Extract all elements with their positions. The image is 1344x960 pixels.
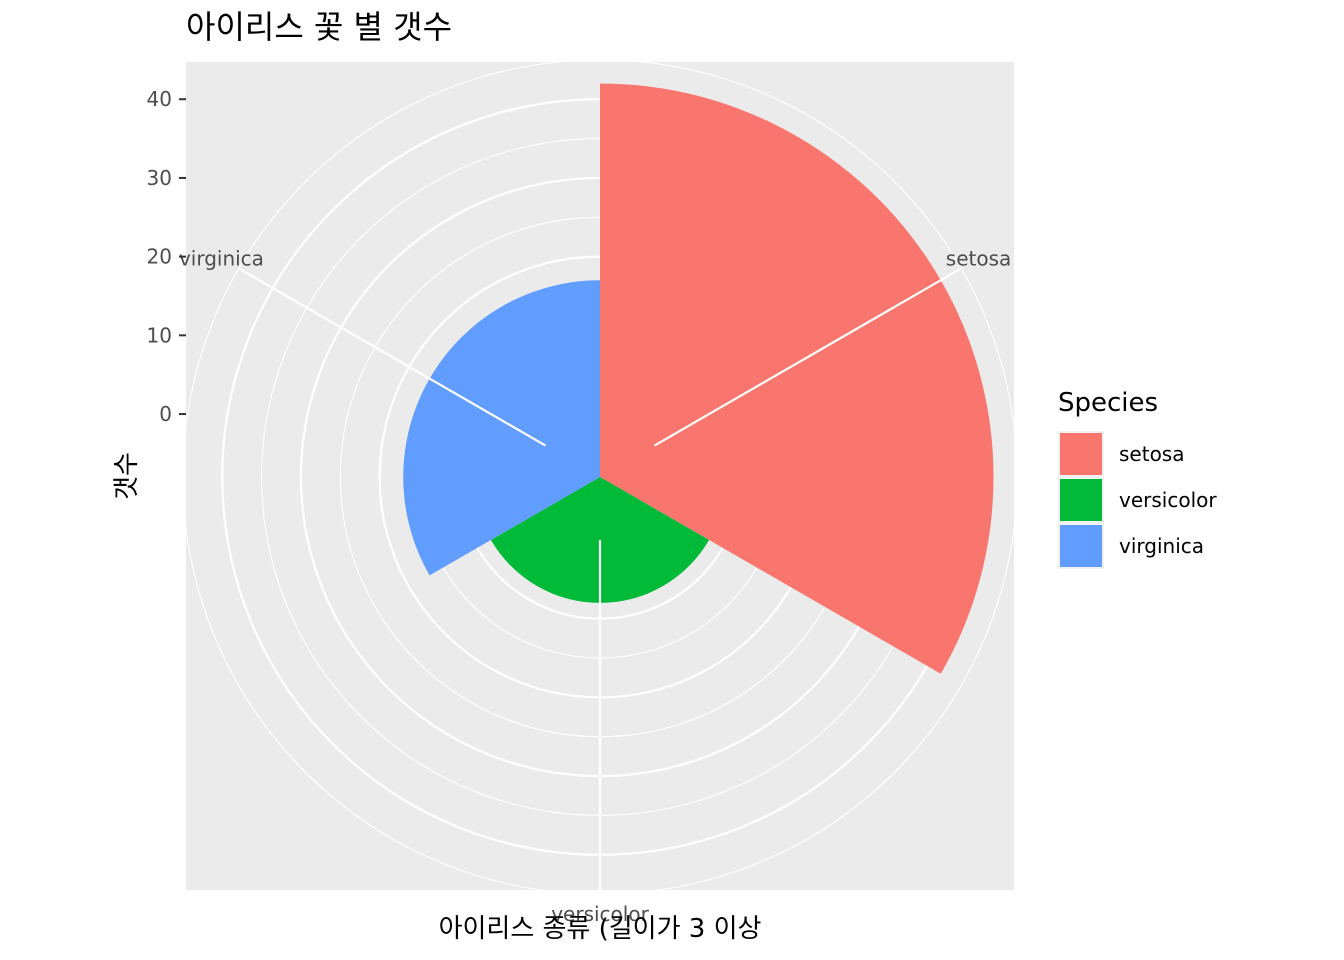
legend-label-virginica: virginica	[1119, 534, 1204, 558]
legend-swatch-setosa	[1060, 433, 1102, 475]
category-label-virginica: virginica	[179, 246, 264, 270]
category-labels: setosa versicolor virginica	[179, 246, 1011, 926]
spoke-virginica	[238, 267, 547, 447]
spoke-setosa	[653, 267, 962, 447]
legend-label-versicolor: versicolor	[1119, 488, 1217, 512]
legend-label-setosa: setosa	[1119, 442, 1184, 466]
legend-swatch-versicolor	[1060, 479, 1102, 521]
grid-spokes	[238, 267, 962, 895]
chart-title: 아이리스 꽃 별 갯수	[186, 8, 452, 46]
y-tick-label: 0	[159, 402, 172, 426]
bar-setosa	[600, 83, 994, 674]
legend: Species setosa versicolor virginica	[1058, 388, 1217, 569]
y-axis: 0 10 20 30 40	[147, 87, 186, 426]
category-label-setosa: setosa	[946, 246, 1011, 270]
bars	[403, 83, 994, 674]
y-tick-label: 20	[147, 245, 172, 269]
y-tick-label: 40	[147, 87, 172, 111]
bar-versicolor	[490, 477, 710, 603]
bar-virginica	[403, 280, 600, 576]
legend-swatch-virginica	[1060, 525, 1102, 567]
x-axis-title: 아이리스 종류 (길이가 3 이상	[439, 914, 762, 944]
y-tick-label: 10	[147, 323, 172, 347]
y-axis-title: 갯수	[112, 452, 142, 500]
y-tick-label: 30	[147, 166, 172, 190]
category-label-versicolor: versicolor	[551, 902, 649, 926]
legend-title: Species	[1058, 388, 1158, 418]
